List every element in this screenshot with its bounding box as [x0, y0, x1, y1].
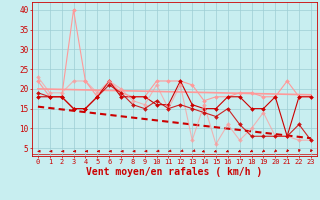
X-axis label: Vent moyen/en rafales ( km/h ): Vent moyen/en rafales ( km/h ) — [86, 167, 262, 177]
